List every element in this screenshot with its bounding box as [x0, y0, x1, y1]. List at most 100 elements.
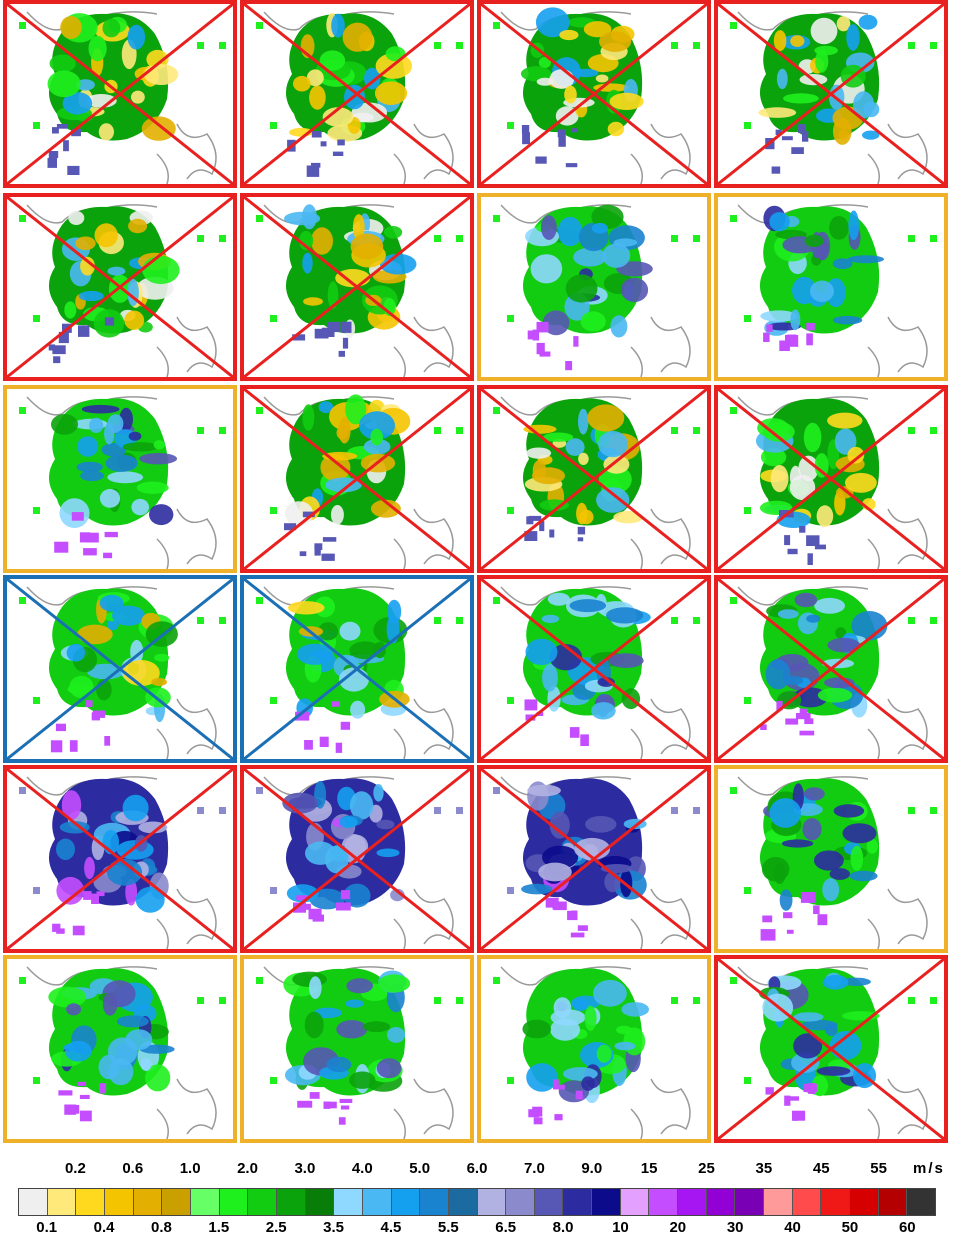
- station-cell: [197, 617, 204, 624]
- wind-blob: [154, 653, 170, 662]
- wind-blob: [327, 281, 339, 309]
- wind-blob: [122, 442, 159, 452]
- station-cell: [786, 929, 794, 934]
- cross-out-line: [718, 579, 944, 759]
- station-cell: [197, 807, 204, 814]
- station-cell: [507, 697, 514, 704]
- station-cell: [803, 1083, 817, 1093]
- station-cell: [799, 730, 815, 736]
- station-cell: [219, 807, 226, 814]
- wind-blob: [143, 64, 179, 85]
- station-cell: [256, 215, 263, 222]
- station-cell: [63, 140, 69, 152]
- station-cell: [554, 1114, 563, 1121]
- station-cell: [785, 718, 799, 725]
- wind-blob: [623, 1027, 646, 1056]
- cross-out-line: [244, 4, 470, 184]
- legend-swatch: [764, 1189, 793, 1215]
- wind-blob: [866, 838, 878, 854]
- station-cell: [744, 1077, 751, 1084]
- map-panel: [3, 193, 237, 381]
- station-cell: [312, 914, 324, 922]
- wind-blob: [581, 1076, 595, 1091]
- legend-swatch: [190, 1189, 220, 1215]
- wind-blob: [376, 1058, 402, 1079]
- wind-blob: [829, 216, 849, 240]
- station-cell: [270, 315, 277, 322]
- station-cell: [306, 165, 320, 177]
- station-cell: [693, 42, 700, 49]
- station-cell: [507, 122, 514, 129]
- wind-blob: [344, 834, 369, 859]
- legend-top-label: 0.6: [122, 1160, 144, 1177]
- cross-out-line: [7, 769, 233, 949]
- wind-blob: [833, 804, 865, 818]
- legend-top-label: 45: [812, 1160, 830, 1177]
- wind-blob: [102, 18, 121, 38]
- wind-blob: [122, 794, 149, 822]
- wind-blob: [87, 663, 125, 680]
- map-panel: [477, 955, 711, 1143]
- wind-blob: [832, 315, 863, 325]
- wind-blob: [613, 511, 643, 524]
- station-cell: [270, 507, 277, 514]
- map-panel: [477, 765, 711, 953]
- station-cell: [299, 551, 307, 557]
- wind-blob: [139, 453, 178, 465]
- station-cell: [47, 158, 57, 168]
- station-cell: [908, 42, 915, 49]
- wind-blob: [60, 16, 82, 39]
- station-cell: [79, 1110, 92, 1122]
- station-cell: [930, 617, 937, 624]
- wind-blob: [583, 21, 612, 38]
- wind-blob: [80, 256, 95, 276]
- wind-blob: [784, 676, 804, 685]
- wind-blob: [142, 255, 180, 285]
- station-cell: [19, 215, 26, 222]
- legend-bottom-label: 0.4: [93, 1219, 115, 1236]
- station-cell: [321, 553, 335, 561]
- station-cell: [760, 724, 767, 730]
- station-cell: [341, 321, 352, 333]
- station-cell: [671, 42, 678, 49]
- wind-blob: [77, 624, 113, 645]
- station-cell: [52, 923, 61, 932]
- wind-blob: [309, 85, 326, 110]
- wind-blob: [838, 129, 849, 140]
- wind-blob: [304, 1011, 324, 1039]
- wind-blob: [595, 74, 609, 83]
- wind-blob: [151, 677, 168, 687]
- station-cell: [730, 787, 737, 794]
- station-cell: [493, 215, 500, 222]
- wind-blob: [48, 986, 87, 1008]
- wind-blob: [794, 592, 818, 608]
- wind-blob: [320, 453, 351, 482]
- wind-blob: [363, 438, 391, 455]
- wind-blob: [827, 412, 863, 429]
- station-cell: [565, 163, 578, 168]
- wind-blob: [352, 214, 365, 241]
- station-cell: [804, 718, 814, 725]
- wind-blob: [303, 297, 323, 306]
- station-cell: [19, 787, 26, 794]
- station-cell: [58, 331, 69, 344]
- wind-blob: [78, 290, 104, 302]
- station-cell: [817, 914, 828, 926]
- station-cell: [549, 529, 555, 538]
- station-cell: [197, 235, 204, 242]
- cross-out-line: [244, 389, 470, 569]
- wind-blob: [88, 35, 107, 62]
- map-panel: [3, 385, 237, 573]
- station-cell: [528, 515, 542, 521]
- wind-blob: [591, 222, 608, 234]
- station-cell: [575, 1090, 583, 1100]
- wind-blob: [817, 687, 853, 703]
- wind-blob: [769, 212, 790, 232]
- station-cell: [693, 997, 700, 1004]
- station-cell: [83, 548, 97, 556]
- legend-swatch: [248, 1189, 277, 1215]
- station-cell: [814, 544, 826, 550]
- legend-bottom-label: 40: [784, 1219, 801, 1236]
- wind-blob: [790, 309, 801, 331]
- legend-bottom-label: 2.5: [265, 1219, 287, 1236]
